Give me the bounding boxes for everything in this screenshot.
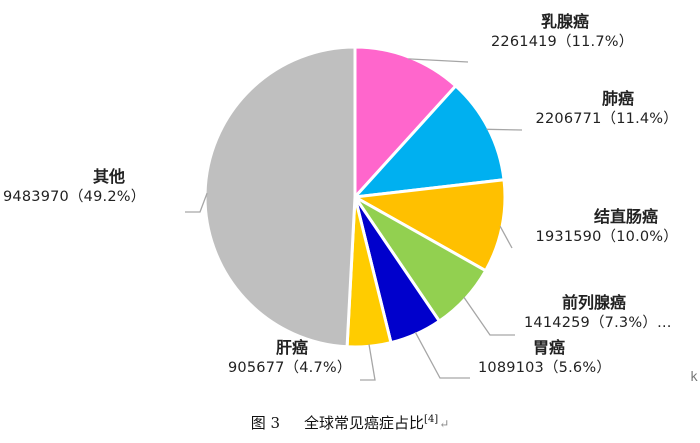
- leader-line-breast-cancer: [408, 58, 469, 63]
- slice-name: 前列腺癌: [562, 293, 627, 312]
- slice-value: 2206771（11.4%）: [535, 111, 678, 127]
- slice-name: 乳腺癌: [541, 12, 590, 31]
- slice-value: 9483970（49.2%）: [3, 189, 146, 205]
- slice-value: 2261419（11.7%）: [491, 34, 634, 50]
- slice-value: 1089103（5.6%）: [478, 360, 612, 376]
- return-mark-icon: ↵: [439, 417, 450, 431]
- slice-label-other: 其他 9483970（49.2%）: [3, 166, 145, 207]
- slice-label-prostate-cancer: 前列腺癌 1414259（7.3%）…: [524, 292, 672, 333]
- pie-slice-breast-cancer: [353, 45, 458, 201]
- slice-label-liver-cancer: 肝癌 905677（4.7%）: [228, 337, 352, 378]
- pie-slice-lung-cancer: [351, 83, 506, 199]
- slice-name: 肝癌: [276, 338, 309, 357]
- leader-line-stomach-cancer: [414, 331, 470, 379]
- caption-reference: [4]: [424, 414, 439, 425]
- slice-value: 905677（4.7%）: [228, 360, 352, 376]
- slice-value: 1931590（10.0%）: [535, 229, 678, 245]
- leader-line-lung-cancer: [486, 128, 523, 131]
- slice-name: 其他: [93, 167, 126, 186]
- figure-caption: 图 3 全球常见癌症占比[4]↵: [0, 412, 700, 433]
- leader-line-prostate-cancer: [463, 296, 515, 336]
- caption-text: 全球常见癌症占比: [304, 414, 425, 432]
- pie-slice-other: [203, 45, 357, 349]
- slice-name: 结直肠癌: [593, 207, 658, 226]
- pie-slice-colorectal-cancer: [350, 178, 507, 273]
- leader-line-other: [185, 192, 208, 213]
- edge-glyph: k: [690, 370, 698, 385]
- slice-label-lung-cancer: 肺癌 2206771（11.4%）: [536, 88, 678, 129]
- slice-name: 胃癌: [533, 338, 566, 357]
- slice-label-colorectal-cancer: 结直肠癌 1931590（10.0%）: [536, 206, 678, 247]
- figure-number: 图 3: [250, 414, 281, 432]
- slice-value: 1414259（7.3%）…: [524, 315, 672, 331]
- slice-label-stomach-cancer: 胃癌 1089103（5.6%）: [478, 337, 611, 378]
- leader-line-liver-cancer: [360, 344, 376, 381]
- slice-label-breast-cancer: 乳腺癌 2261419（11.7%）: [491, 11, 633, 52]
- pie-chart: [185, 45, 523, 381]
- slice-name: 肺癌: [601, 89, 634, 108]
- leader-line-colorectal-cancer: [499, 225, 513, 249]
